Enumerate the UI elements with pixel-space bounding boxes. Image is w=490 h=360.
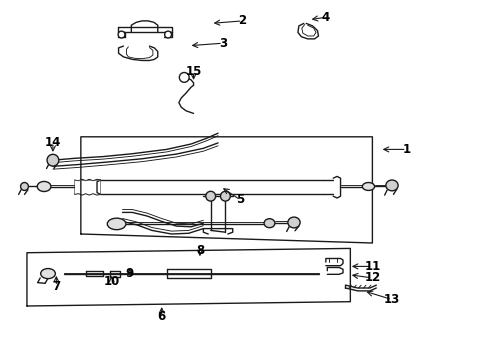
Ellipse shape: [21, 183, 28, 190]
Ellipse shape: [107, 218, 126, 230]
Ellipse shape: [41, 269, 55, 279]
Text: 8: 8: [196, 244, 204, 257]
Text: 2: 2: [239, 14, 246, 27]
Text: 5: 5: [236, 193, 244, 206]
Text: 3: 3: [219, 37, 227, 50]
Text: 7: 7: [52, 280, 60, 293]
Text: 4: 4: [322, 11, 330, 24]
Text: 11: 11: [364, 260, 381, 273]
Circle shape: [165, 31, 172, 38]
Circle shape: [47, 154, 59, 166]
Text: 15: 15: [185, 65, 202, 78]
Text: 9: 9: [126, 267, 134, 280]
Text: 12: 12: [364, 271, 381, 284]
Ellipse shape: [386, 180, 398, 191]
Ellipse shape: [37, 181, 51, 192]
Ellipse shape: [264, 219, 275, 228]
Circle shape: [118, 31, 125, 38]
Text: 10: 10: [103, 275, 120, 288]
Text: 6: 6: [158, 310, 166, 323]
Circle shape: [206, 191, 216, 201]
Text: 13: 13: [384, 293, 400, 306]
Text: 14: 14: [45, 136, 61, 149]
Ellipse shape: [363, 183, 375, 190]
Circle shape: [220, 191, 230, 201]
Text: 1: 1: [403, 143, 411, 156]
Ellipse shape: [288, 217, 300, 228]
Circle shape: [179, 72, 189, 82]
